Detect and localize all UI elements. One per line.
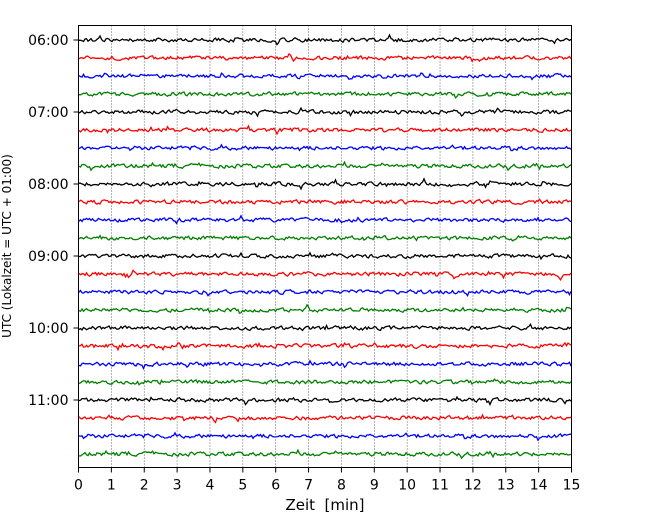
trace [78, 106, 572, 118]
trace [78, 143, 572, 152]
y-axis-label: UTC (Lokalzeit = UTC + 01:00) [0, 154, 14, 338]
y-tick-label: 10:00 [28, 321, 68, 337]
x-tick-label: 0 [74, 478, 83, 494]
trace [78, 177, 572, 191]
x-tick-label: 10 [398, 478, 416, 494]
plot-frame [78, 25, 572, 468]
trace [78, 395, 572, 407]
trace [78, 214, 572, 225]
x-tick-label: 7 [304, 478, 313, 494]
trace [78, 269, 572, 282]
trace [78, 198, 572, 205]
x-tick-label: 3 [173, 478, 182, 494]
trace [78, 303, 572, 315]
trace [78, 90, 572, 99]
x-tick-label: 13 [497, 478, 515, 494]
x-tick-label: 8 [337, 478, 346, 494]
trace [78, 160, 572, 172]
x-tick-label: 1 [107, 478, 116, 494]
trace [78, 234, 572, 242]
x-tick-label: 14 [530, 478, 548, 494]
trace [78, 431, 572, 442]
x-axis-ticks: 0 1 2 3 4 5 6 7 8 9 10 11 12 13 14 15 [74, 467, 581, 494]
trace [78, 448, 572, 460]
x-tick-label: 11 [431, 478, 449, 494]
x-axis-label: Zeit [min] [285, 496, 364, 514]
x-tick-label: 15 [563, 478, 581, 494]
y-tick-label: 09:00 [28, 249, 68, 265]
trace [78, 72, 572, 81]
trace [78, 289, 572, 297]
trace [78, 413, 572, 424]
y-tick-label: 08:00 [28, 177, 68, 193]
trace [78, 341, 572, 352]
trace [78, 124, 572, 136]
y-tick-label: 06:00 [28, 33, 68, 49]
x-tick-label: 9 [370, 478, 379, 494]
y-tick-label: 07:00 [28, 105, 68, 121]
x-tick-label: 4 [206, 478, 215, 494]
x-tick-label: 2 [140, 478, 149, 494]
seismic-traces [78, 33, 572, 460]
x-tick-label: 6 [271, 478, 280, 494]
trace [78, 53, 572, 63]
trace [78, 378, 572, 386]
trace [79, 251, 572, 261]
x-tick-label: 5 [238, 478, 247, 494]
trace [78, 359, 572, 371]
y-axis-ticks: 06:00 07:00 08:00 09:00 10:00 11:00 [28, 33, 79, 409]
trace [78, 322, 572, 332]
x-tick-label: 12 [464, 478, 482, 494]
y-tick-label: 11:00 [28, 393, 68, 409]
trace [79, 33, 572, 46]
